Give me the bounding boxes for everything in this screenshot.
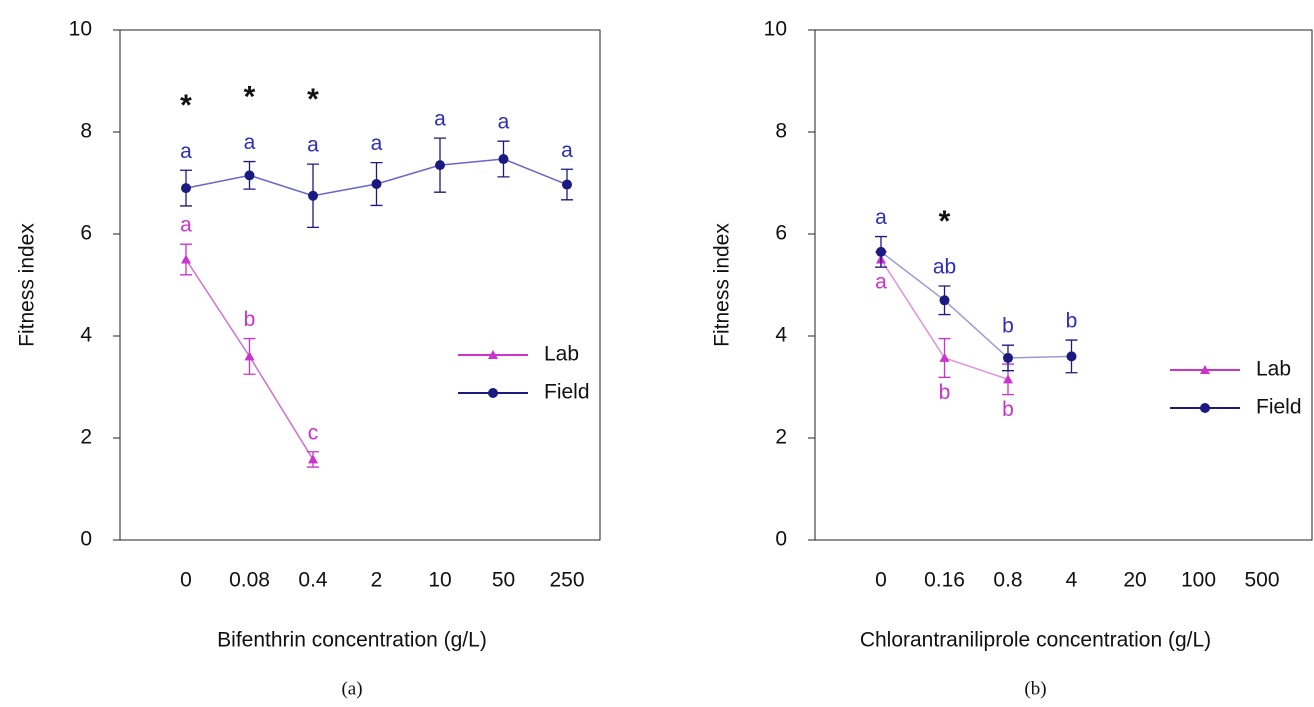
panel-label: (a) bbox=[341, 678, 362, 699]
x-tick-label: 100 bbox=[1181, 569, 1216, 592]
significance-letter: b bbox=[1002, 398, 1014, 421]
y-axis-label: Fitness index bbox=[711, 223, 734, 347]
significance-letter: ab bbox=[933, 256, 956, 279]
marker bbox=[181, 254, 191, 264]
plot-frame bbox=[119, 29, 601, 541]
legend-label: Field bbox=[1256, 396, 1302, 419]
x-tick-label: 50 bbox=[492, 569, 515, 592]
marker bbox=[244, 351, 255, 361]
x-tick-label: 0.08 bbox=[229, 569, 270, 592]
marker bbox=[498, 154, 509, 165]
marker bbox=[371, 179, 382, 190]
legend-label: Field bbox=[544, 381, 590, 404]
x-tick-label: 10 bbox=[428, 569, 451, 592]
marker bbox=[308, 190, 318, 201]
series-line bbox=[880, 251, 1072, 359]
y-tick-label: 0 bbox=[775, 528, 787, 551]
marker bbox=[1066, 351, 1077, 362]
x-axis-label: Bifenthrin concentration (g/L) bbox=[217, 629, 487, 652]
significance-letter: c bbox=[308, 421, 319, 444]
y-tick-label: 8 bbox=[775, 120, 787, 143]
significance-letter: a bbox=[875, 206, 887, 229]
significance-letter: b bbox=[1066, 310, 1078, 333]
marker bbox=[308, 454, 318, 464]
significance-letter: a bbox=[244, 131, 256, 154]
y-tick-label: 10 bbox=[69, 18, 92, 41]
x-tick-label: 250 bbox=[549, 569, 584, 592]
significance-letter: a bbox=[498, 111, 510, 134]
significance-star: * bbox=[244, 81, 256, 114]
y-tick-label: 6 bbox=[80, 222, 92, 245]
significance-letter: b bbox=[939, 381, 951, 404]
y-tick-label: 0 bbox=[80, 528, 92, 551]
marker bbox=[1003, 374, 1013, 384]
significance-letter: a bbox=[875, 271, 887, 294]
marker bbox=[939, 352, 950, 362]
plot-frame bbox=[814, 29, 1313, 541]
marker bbox=[181, 183, 191, 194]
marker bbox=[876, 246, 886, 257]
significance-letter: b bbox=[1002, 315, 1014, 338]
y-tick-label: 4 bbox=[80, 324, 92, 347]
panel-label: (b) bbox=[1024, 678, 1046, 699]
marker bbox=[1200, 365, 1210, 374]
x-tick-label: 4 bbox=[1066, 569, 1078, 592]
marker bbox=[244, 170, 255, 181]
y-tick-label: 4 bbox=[775, 324, 787, 347]
significance-letter: a bbox=[180, 214, 192, 237]
x-axis-label: Chlorantraniliprole concentration (g/L) bbox=[860, 629, 1211, 652]
y-tick-label: 2 bbox=[80, 426, 92, 449]
y-tick-label: 2 bbox=[775, 426, 787, 449]
legend-label: Lab bbox=[1256, 358, 1291, 381]
significance-letter: a bbox=[371, 132, 383, 155]
significance-letter: a bbox=[434, 108, 446, 131]
significance-letter: a bbox=[180, 140, 192, 163]
marker bbox=[488, 350, 498, 359]
significance-star: * bbox=[939, 205, 951, 238]
y-tick-label: 6 bbox=[775, 222, 787, 245]
legend-label: Lab bbox=[544, 343, 579, 366]
significance-letter: a bbox=[561, 139, 573, 162]
y-tick-label: 10 bbox=[764, 18, 787, 41]
significance-star: * bbox=[307, 83, 319, 116]
x-tick-label: 2 bbox=[371, 569, 383, 592]
x-tick-label: 0 bbox=[875, 569, 887, 592]
significance-star: * bbox=[180, 89, 192, 122]
y-tick-label: 8 bbox=[80, 120, 92, 143]
x-tick-label: 0.16 bbox=[924, 569, 965, 592]
marker bbox=[939, 295, 950, 306]
significance-letter: b bbox=[244, 308, 256, 331]
marker bbox=[1200, 403, 1210, 413]
x-tick-label: 20 bbox=[1123, 569, 1146, 592]
x-tick-label: 0.8 bbox=[993, 569, 1022, 592]
marker bbox=[562, 179, 572, 190]
significance-letter: a bbox=[307, 134, 319, 157]
x-tick-label: 0 bbox=[180, 569, 192, 592]
marker bbox=[488, 388, 498, 398]
y-axis-label: Fitness index bbox=[16, 223, 39, 347]
x-tick-label: 0.4 bbox=[298, 569, 328, 592]
marker bbox=[435, 160, 445, 171]
x-tick-label: 500 bbox=[1244, 569, 1279, 592]
marker bbox=[1003, 352, 1013, 363]
